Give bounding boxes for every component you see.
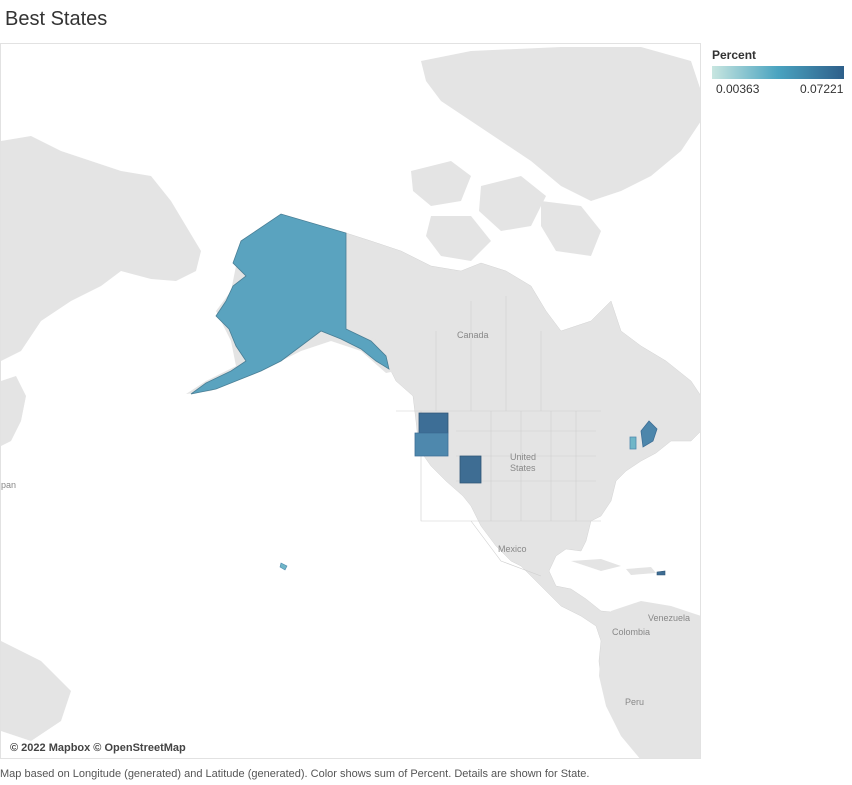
label-canada: Canada [457,330,489,340]
label-united: United [510,452,536,462]
page-title: Best States [5,8,108,30]
state-hawaii[interactable] [279,562,288,571]
legend-min-label: 0.00363 [716,82,760,96]
siberia-landmass [1,136,201,361]
southwest-islands [1,641,71,741]
legend-gradient-bar [712,66,844,79]
map-caption: Map based on Longitude (generated) and L… [0,768,590,780]
kamchatka-landmass [1,376,26,446]
state-puerto-rico[interactable] [656,570,666,576]
map-view[interactable]: Canada United States Mexico Venezuela Co… [0,43,701,759]
arctic-islands [411,161,601,261]
state-vermont[interactable] [629,436,637,450]
south-america-landmass [599,601,700,758]
label-mexico: Mexico [498,544,527,554]
state-alaska[interactable] [190,213,390,395]
legend-labels: 0.00363 0.07221 [712,82,852,98]
map-attribution[interactable]: © 2022 Mapbox © OpenStreetMap [8,742,188,754]
state-washington[interactable] [418,412,449,434]
label-japan-fragment: pan [1,480,16,490]
legend-title: Percent [712,48,757,62]
map-canvas[interactable]: Canada United States Mexico Venezuela Co… [1,44,701,759]
greenland-landmass [421,47,700,201]
label-venezuela: Venezuela [648,613,690,623]
legend-max-label: 0.07221 [800,82,844,96]
label-states: States [510,463,536,473]
label-peru: Peru [625,697,644,707]
color-legend: Percent 0.00363 0.07221 [712,48,852,98]
state-utah[interactable] [459,455,482,484]
state-oregon[interactable] [414,432,449,457]
state-maine[interactable] [640,420,658,448]
label-colombia: Colombia [612,627,650,637]
caribbean-islands [571,559,656,575]
